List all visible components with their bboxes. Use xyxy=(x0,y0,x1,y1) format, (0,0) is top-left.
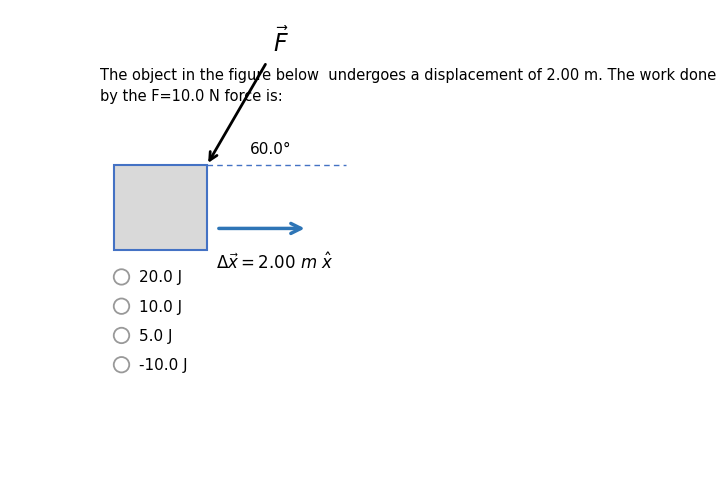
Text: $\vec{F}$: $\vec{F}$ xyxy=(273,27,289,57)
Text: $\Delta\vec{x} = 2.00\ m\ \hat{x}$: $\Delta\vec{x} = 2.00\ m\ \hat{x}$ xyxy=(216,252,334,273)
Text: 60.0°: 60.0° xyxy=(249,142,291,157)
Text: -10.0 J: -10.0 J xyxy=(138,358,188,372)
Text: The object in the figure below  undergoes a displacement of 2.00 m. The work don: The object in the figure below undergoes… xyxy=(100,68,716,104)
Text: 5.0 J: 5.0 J xyxy=(138,328,172,343)
Bar xyxy=(114,166,207,251)
Text: 20.0 J: 20.0 J xyxy=(138,270,182,285)
Text: 10.0 J: 10.0 J xyxy=(138,299,182,314)
